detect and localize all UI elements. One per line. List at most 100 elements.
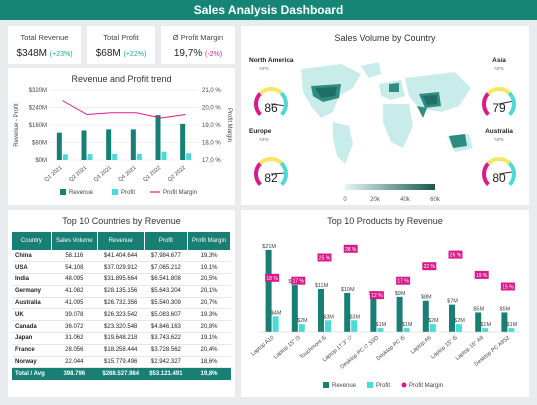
- value-cell: $26.732.356: [97, 297, 145, 310]
- revenue-data-label: $11M: [315, 283, 329, 289]
- profit-margin-marker[interactable]: [343, 244, 358, 253]
- profit-margin-marker[interactable]: [291, 276, 306, 285]
- value-cell: $41.404.644: [97, 250, 145, 263]
- profit-bar[interactable]: [186, 153, 192, 160]
- legend-label: Profit: [121, 190, 135, 196]
- gauge-needle: [270, 172, 285, 175]
- profit-margin-label: 12 %: [371, 293, 383, 299]
- x-tick-label: Q2 2022: [167, 165, 187, 183]
- column-header[interactable]: Revenue: [97, 232, 145, 250]
- revenue-bar[interactable]: [155, 115, 161, 160]
- profit-bar[interactable]: [429, 324, 436, 332]
- kpi-label: Ø Profit Margin: [172, 33, 224, 42]
- table-row[interactable]: China 58.116 $41.404.644 $7.984.677 19,3%: [12, 250, 231, 263]
- profit-bar[interactable]: [62, 154, 68, 160]
- profit-margin-marker[interactable]: [448, 250, 463, 259]
- countries-table-title: Top 10 Countries by Revenue: [62, 216, 181, 226]
- profit-bar[interactable]: [298, 324, 305, 332]
- revenue-bar[interactable]: [344, 292, 351, 332]
- table-row[interactable]: Norway 22.044 $15.779.496 $2.942.327 18,6%: [12, 356, 231, 369]
- revenue-bar[interactable]: [422, 300, 429, 332]
- value-cell: $23.320.548: [97, 320, 145, 334]
- profit-data-label: $4M: [271, 310, 282, 316]
- x-tick-label: Laptop A6: [410, 335, 433, 356]
- sales-volume-map-panel: Sales Volume by Country: [241, 26, 529, 205]
- profit-bar[interactable]: [403, 328, 410, 332]
- map-india: [417, 106, 427, 118]
- legend-swatch-revenue: [60, 189, 66, 195]
- gauge-sub-label: NPS: [494, 137, 503, 142]
- value-cell: $7.984.677: [144, 250, 188, 263]
- profit-bar[interactable]: [351, 320, 358, 332]
- map-color-scale: [345, 184, 435, 190]
- revenue-data-label: $7M: [447, 299, 458, 305]
- profit-bar[interactable]: [136, 153, 142, 160]
- revenue-bar[interactable]: [318, 289, 324, 332]
- kpi-label: Total Profit: [103, 33, 139, 42]
- revenue-bar[interactable]: [265, 249, 272, 332]
- revenue-bar[interactable]: [81, 130, 87, 160]
- gauge-arc: [507, 91, 516, 117]
- y-tick-label: $240M: [29, 106, 47, 112]
- products-chart-title: Top 10 Products by Revenue: [327, 216, 443, 226]
- profit-bar[interactable]: [112, 153, 118, 160]
- table-row[interactable]: USA 54.108 $37.029.912 $7.065.212 19,1%: [12, 261, 231, 275]
- profit-bar[interactable]: [482, 328, 489, 332]
- profit-margin-line[interactable]: [62, 100, 186, 119]
- profit-margin-marker[interactable]: [396, 276, 411, 285]
- country-cell: India: [12, 273, 52, 286]
- table-row[interactable]: France 28.056 $18.258.444 $3.728.562 20,4%: [12, 344, 231, 357]
- profit-bar[interactable]: [456, 324, 462, 332]
- table-row[interactable]: India 48.095 $31.895.664 $6.541.808 20,5%: [12, 273, 231, 286]
- table-row[interactable]: UK 39.078 $26.323.542 $5.083.607 19,3%: [12, 308, 231, 322]
- gauge-value: 82: [264, 171, 278, 185]
- table-row[interactable]: Japan 31.062 $19.648.218 $3.743.622 19,1%: [12, 332, 231, 345]
- profit-data-label: $1M: [402, 322, 413, 328]
- revenue-bar[interactable]: [180, 123, 186, 160]
- profit-margin-marker[interactable]: [369, 291, 384, 300]
- value-cell: $15.779.496: [97, 356, 145, 369]
- table-row[interactable]: Australia 41.095 $26.732.356 $5.540.309 20,7…: [12, 297, 231, 310]
- column-header[interactable]: Profit Margin: [187, 232, 231, 250]
- y2-tick-label: 21,0 %: [202, 88, 221, 94]
- profit-bar[interactable]: [161, 151, 167, 160]
- profit-margin-marker[interactable]: [265, 273, 280, 282]
- world-map: 0 20k 40k 60k: [301, 62, 473, 203]
- profit-bar[interactable]: [272, 316, 279, 332]
- profit-bar[interactable]: [325, 320, 331, 332]
- countries-table: Country Sales Volume Revenue Profit Prof…: [12, 232, 231, 380]
- revenue-bar[interactable]: [475, 312, 482, 332]
- column-header[interactable]: Profit: [144, 232, 189, 250]
- profit-margin-marker[interactable]: [317, 253, 332, 262]
- scale-tick: 60k: [430, 197, 441, 203]
- dashboard-title: Sales Analysis Dashboard: [193, 3, 344, 17]
- revenue-data-label: $10M: [341, 287, 355, 293]
- gauge-arc: [258, 157, 283, 166]
- value-cell: $3.728.562: [144, 344, 188, 357]
- gauge-needle: [498, 171, 512, 175]
- revenue-bar[interactable]: [56, 132, 62, 160]
- revenue-bar[interactable]: [501, 312, 508, 332]
- profit-margin-marker[interactable]: [422, 262, 437, 271]
- kpi-value: 19,7% (-2%): [173, 48, 223, 59]
- country-cell: Japan: [12, 332, 52, 345]
- profit-bar[interactable]: [87, 154, 93, 160]
- column-header[interactable]: Country: [12, 232, 52, 250]
- revenue-bar[interactable]: [396, 296, 403, 332]
- profit-margin-marker[interactable]: [500, 282, 515, 291]
- revenue-bar[interactable]: [130, 129, 136, 160]
- kpi-card-total-revenue: Total Revenue $348M (+23%): [8, 26, 81, 64]
- revenue-bar[interactable]: [370, 296, 377, 332]
- gauge-arc: [482, 92, 490, 117]
- table-row[interactable]: Germany 41.082 $28.135.156 $5.643.204 20,1%: [12, 285, 231, 298]
- revenue-bar[interactable]: [449, 304, 455, 332]
- profit-bar[interactable]: [508, 328, 515, 332]
- value-cell: $3.743.622: [144, 332, 188, 345]
- revenue-bar[interactable]: [106, 129, 112, 160]
- profit-margin-marker[interactable]: [474, 270, 489, 279]
- column-header[interactable]: Sales Volume: [51, 232, 98, 250]
- scale-tick: 40k: [400, 197, 411, 203]
- profit-bar[interactable]: [377, 328, 384, 332]
- table-row[interactable]: Canada 36.072 $23.320.548 $4.846.163 20,8%: [12, 320, 231, 334]
- revenue-bar[interactable]: [291, 285, 298, 332]
